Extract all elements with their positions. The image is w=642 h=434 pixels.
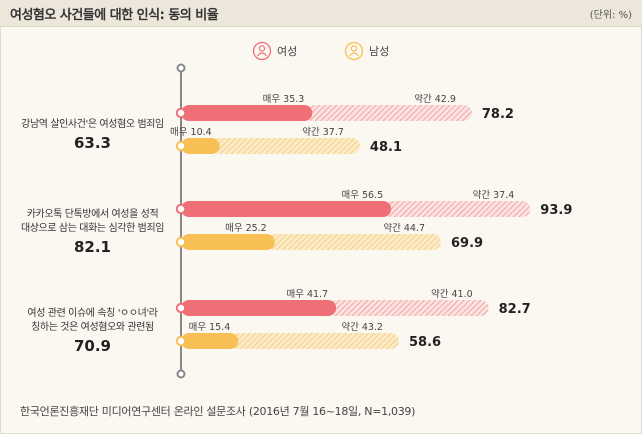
category-1-label-line: 강남역 살인사건'은 여성혐오 범죄임 xyxy=(21,119,164,130)
cat1-male-weak-label: 약간 37.7 xyxy=(302,126,344,138)
cat2-male-strong-bar xyxy=(181,234,275,250)
cat2-female-strong-bar xyxy=(181,201,392,217)
female-icon xyxy=(252,41,272,61)
cat3-male-strong-label: 매우 15.4 xyxy=(189,322,231,333)
category-3-total: 70.9 xyxy=(73,337,111,355)
category-1-label: 강남역 살인사건'은 여성혐오 범죄임 xyxy=(20,118,165,132)
cat2-female-strong-label: 매우 56.5 xyxy=(342,190,384,201)
cat1-female-strong-label: 매우 35.3 xyxy=(263,94,305,105)
cat2-male-weak-bar xyxy=(266,234,442,250)
category-2-label-line: 대상으로 삼는 대화는 심각한 범죄임 xyxy=(20,223,165,234)
cat3-female-weak-label: 약간 41.0 xyxy=(431,288,473,300)
cat3-female-node xyxy=(175,302,187,314)
category-1-total: 63.3 xyxy=(73,134,111,152)
cat3-female-strong-bar xyxy=(181,300,337,316)
cat3-female-sum-label: 82.7 xyxy=(499,302,531,317)
category-3-label-line: 칭하는 것은 여성혐오와 관련됨 xyxy=(31,322,154,333)
legend-male-label: 남성 xyxy=(369,45,389,58)
axis-bottom-cap xyxy=(176,369,186,379)
cat1-male-node xyxy=(175,140,187,152)
cat2-male-weak-label: 약간 44.7 xyxy=(383,222,425,234)
cat3-female-weak-bar xyxy=(328,300,489,316)
cat3-male-sum-label: 58.6 xyxy=(409,335,441,350)
cat1-female-weak-label: 약간 42.9 xyxy=(414,93,456,105)
cat1-female-strong-bar xyxy=(181,105,313,121)
male-icon-head xyxy=(350,45,358,52)
male-icon-body xyxy=(349,52,359,57)
cat2-male-sum-label: 69.9 xyxy=(451,236,483,251)
cat2-female-node xyxy=(175,203,187,215)
axis-top-cap xyxy=(176,63,186,73)
cat1-female-weak-bar xyxy=(304,105,472,121)
cat2-male-node xyxy=(175,236,187,248)
category-2-label-line: 카카오톡 단톡방에서 여성을 성적 xyxy=(26,209,159,220)
cat1-female-node xyxy=(175,107,187,119)
category-2-total: 82.1 xyxy=(73,238,111,256)
source-note: 한국언론진흥재단 미디어연구센터 온라인 설문조사 (2016년 7월 16~1… xyxy=(20,405,416,418)
female-icon-body xyxy=(257,52,267,57)
cat2-female-weak-label: 약간 37.4 xyxy=(473,189,515,201)
cat1-female-sum-label: 78.2 xyxy=(482,107,514,122)
unit-label: (단위: %) xyxy=(589,10,632,21)
cat2-male-strong-label: 매우 25.2 xyxy=(225,223,267,234)
cat1-male-weak-bar xyxy=(211,138,360,154)
cat3-male-weak-bar xyxy=(230,333,399,349)
cat2-female-sum-label: 93.9 xyxy=(540,203,572,218)
category-3-label-line: 여성 관련 이슈에 속칭 'ㅇㅇ녀'라 xyxy=(27,308,158,319)
cat1-male-strong-label: 매우 10.4 xyxy=(170,127,212,138)
cat3-male-strong-bar xyxy=(181,333,239,349)
cat2-female-weak-bar xyxy=(383,201,531,217)
male-icon xyxy=(344,41,364,61)
cat3-male-node xyxy=(175,335,187,347)
cat1-male-sum-label: 48.1 xyxy=(370,140,402,155)
legend-female-label: 여성 xyxy=(277,45,297,58)
cat3-male-weak-label: 약간 43.2 xyxy=(341,321,383,333)
male-icon-ring xyxy=(344,41,364,61)
chart-title: 여성혐오 사건들에 대한 인식: 동의 비율 xyxy=(10,8,219,23)
title-bar: 여성혐오 사건들에 대한 인식: 동의 비율 (단위: %) xyxy=(0,0,642,27)
cat3-female-strong-label: 매우 41.7 xyxy=(286,289,328,300)
female-icon-head xyxy=(258,45,266,52)
cat1-male-strong-bar xyxy=(181,138,220,154)
female-icon-ring xyxy=(252,41,272,61)
